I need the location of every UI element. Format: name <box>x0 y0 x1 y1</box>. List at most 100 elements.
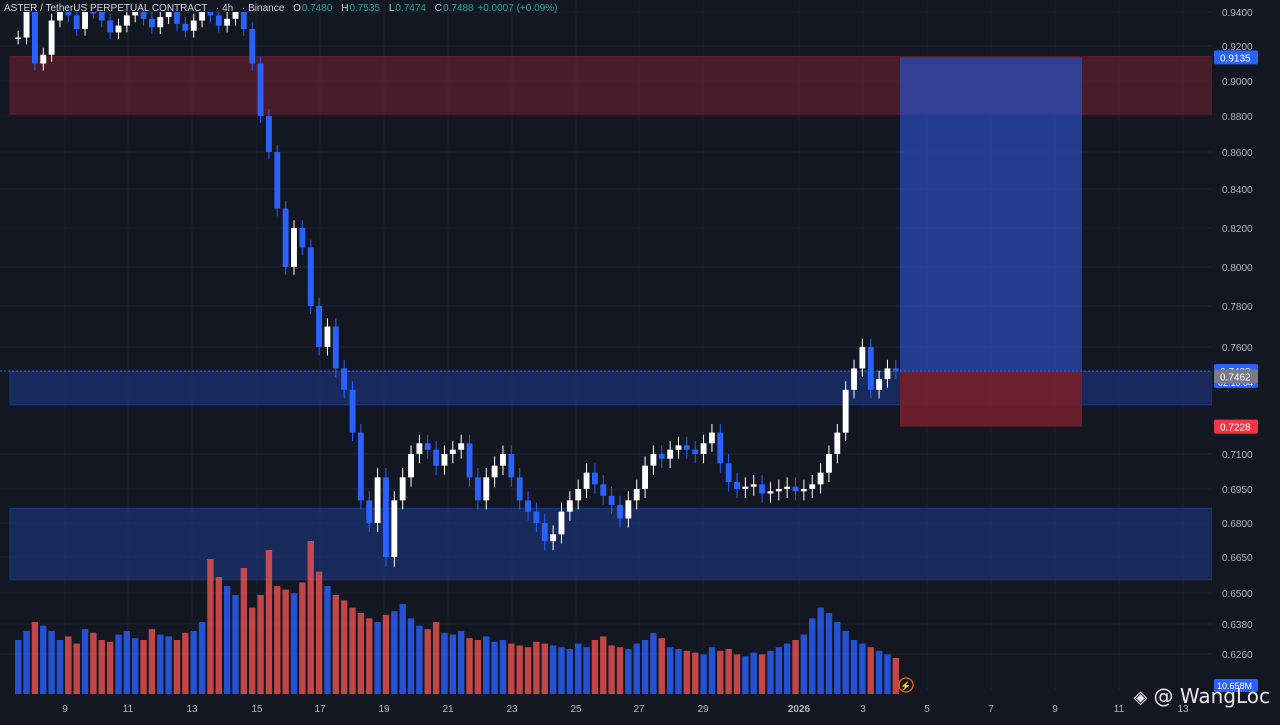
close-value: 0.7488 <box>443 3 474 14</box>
volume-bar <box>98 640 105 694</box>
candle-body <box>800 489 807 492</box>
candle-body <box>775 489 782 492</box>
candle-body <box>332 326 339 369</box>
candle-body <box>608 495 615 505</box>
candle-body <box>867 347 874 390</box>
candle-body <box>700 443 707 454</box>
volume-bar <box>190 631 197 694</box>
flash-icon-glyph: ⚡ <box>900 680 911 692</box>
interval-label[interactable]: 4h <box>222 3 234 14</box>
volume-bar <box>750 652 757 694</box>
volume-bar <box>40 625 47 694</box>
volume-bar <box>81 629 89 694</box>
volume-bar <box>616 647 624 694</box>
candle-body <box>617 504 623 519</box>
volume-bar <box>675 649 682 694</box>
volume-bar <box>783 643 791 694</box>
volume-bar <box>299 582 306 694</box>
candle-body <box>767 491 774 494</box>
candle-body <box>132 12 139 16</box>
candle-body <box>734 482 740 489</box>
candle-body <box>792 486 799 492</box>
volume-bar <box>115 634 122 694</box>
volume-bar <box>215 577 222 694</box>
volume-bar <box>274 586 281 694</box>
volume-bar <box>800 634 808 694</box>
volume-bar <box>232 595 239 694</box>
volume-bar <box>48 631 55 694</box>
candle-body <box>709 432 715 444</box>
volume-bar <box>198 622 206 694</box>
volume-bar <box>282 589 289 694</box>
volume-bar <box>90 632 97 694</box>
candle-body <box>215 15 222 26</box>
candle-body <box>884 368 891 380</box>
candle-body <box>449 449 456 454</box>
candle-body <box>525 500 531 512</box>
volume-bar <box>875 650 883 694</box>
volume-bar <box>123 631 131 694</box>
volume-bar <box>148 629 156 694</box>
x-tick-label: 19 <box>378 704 390 715</box>
candle-body <box>174 12 180 24</box>
volume-bar <box>533 641 540 694</box>
volume-bar <box>725 649 732 694</box>
candle-body <box>324 326 331 347</box>
volume-bar <box>324 586 331 694</box>
candle-body <box>441 454 448 466</box>
y-tick-label: 0.6800 <box>1222 519 1253 530</box>
candle-body <box>182 23 189 31</box>
candle-body <box>383 477 389 557</box>
candle-body <box>207 12 214 16</box>
candle-body <box>658 454 665 459</box>
price-label-text: 0.7462 <box>1220 373 1251 384</box>
volume-bar <box>173 640 181 694</box>
y-tick-label: 0.7800 <box>1222 302 1253 313</box>
volume-bar <box>399 604 406 694</box>
volume-bar <box>315 571 323 694</box>
candle-body <box>466 443 473 478</box>
candle-body <box>725 463 732 482</box>
volume-bar <box>349 607 356 694</box>
candle-body <box>31 12 38 64</box>
price-label-text: 0.7228 <box>1220 423 1251 434</box>
volume-bar <box>817 607 824 694</box>
candle-body <box>642 465 648 489</box>
target-box <box>900 57 1082 371</box>
candle-body <box>341 368 348 390</box>
candle-body <box>299 228 306 248</box>
stop-box <box>900 370 1082 427</box>
x-tick-label: 25 <box>570 704 582 715</box>
candle-body <box>892 368 899 371</box>
volume-bar <box>249 607 256 694</box>
volume-label-text: 10.658M <box>1217 681 1252 691</box>
y-tick-label: 0.6950 <box>1222 485 1253 496</box>
candle-body <box>784 486 791 489</box>
candle-body <box>190 20 197 31</box>
candle-body <box>82 12 88 29</box>
volume-bar <box>132 638 139 694</box>
candle-body <box>683 445 690 450</box>
candle-body <box>583 472 590 489</box>
candle-body <box>165 12 172 18</box>
x-tick-label: 9 <box>1052 704 1058 715</box>
candle-body <box>842 389 849 433</box>
y-tick-label: 0.6650 <box>1222 553 1253 564</box>
volume-bar <box>625 649 632 694</box>
volume-bar <box>700 654 707 694</box>
volume-bar <box>182 632 189 694</box>
volume-bar <box>265 550 273 694</box>
volume-bar <box>441 632 448 694</box>
candle-body <box>224 18 231 26</box>
candle-body <box>15 37 22 39</box>
volume-bar <box>140 640 147 694</box>
candle-body <box>240 12 247 29</box>
volume-bar <box>884 654 891 694</box>
volume-bar <box>391 611 398 694</box>
candle-body <box>73 15 80 29</box>
candle-body <box>433 449 440 466</box>
x-tick-label: 27 <box>633 704 645 715</box>
candle-body <box>859 347 866 369</box>
candle-body <box>282 208 289 267</box>
